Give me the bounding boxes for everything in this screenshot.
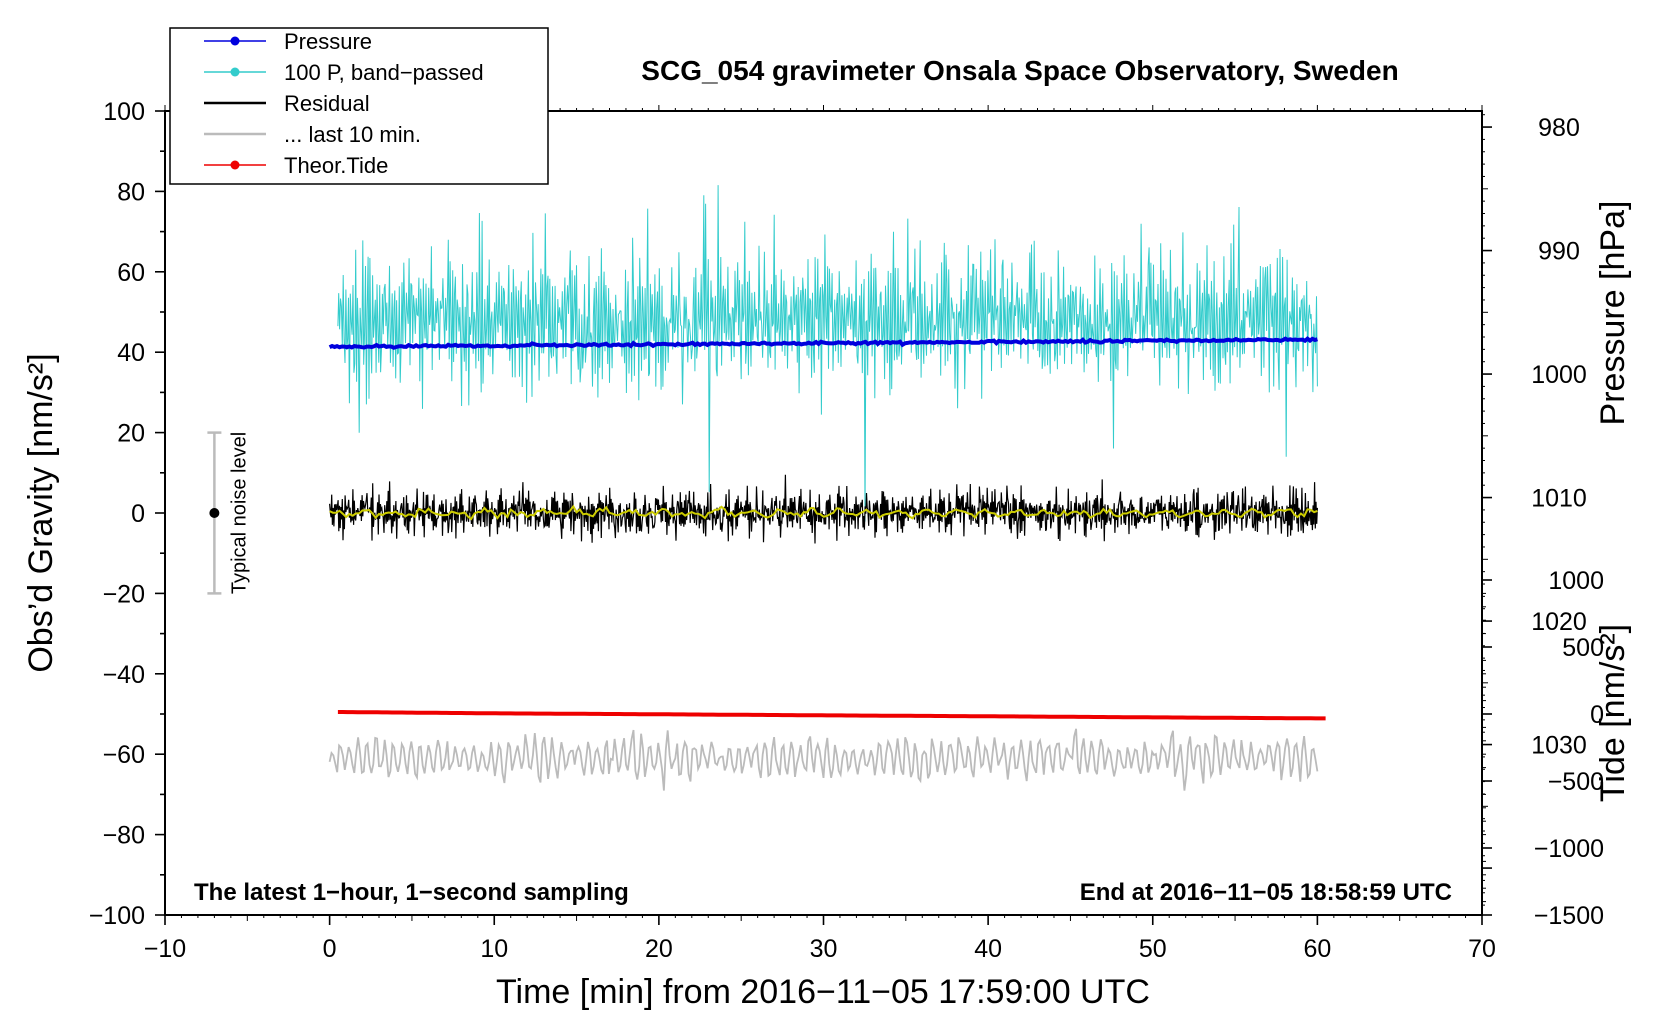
pressure-tick-label: 990 — [1538, 238, 1580, 266]
end-time-note: End at 2016−11−05 18:58:59 UTC — [1080, 879, 1452, 906]
x-tick-label: 60 — [1303, 935, 1331, 963]
x-axis-title: Time [min] from 2016−11−05 17:59:00 UTC — [496, 973, 1150, 1011]
y-axis-pressure: 1030 1020 1010 1000 990 980 — [1482, 114, 1587, 906]
legend-box — [169, 27, 549, 185]
x-axis: −10 0 10 20 30 40 50 60 70 — [144, 105, 1496, 963]
noise-level-indicator: Typical noise level — [207, 431, 250, 595]
y-tick-label: 40 — [117, 339, 145, 367]
legend-label: ... last 10 min. — [284, 122, 421, 147]
noise-level-label: Typical noise level — [228, 432, 250, 594]
y-tick-label: −60 — [103, 741, 145, 769]
pressure-tick-label: 980 — [1538, 114, 1580, 142]
y-tick-label: −40 — [103, 661, 145, 689]
y-tick-label: 0 — [131, 500, 145, 528]
tide-tick-label: 0 — [1590, 701, 1604, 729]
y-axis-tide-title: Tide [nm/s²] — [1594, 624, 1632, 802]
pressure-tick-label: 1030 — [1531, 732, 1587, 760]
y-tick-label: −20 — [103, 580, 145, 608]
sampling-note: The latest 1−hour, 1−second sampling — [194, 879, 629, 906]
x-tick-label: 20 — [645, 935, 673, 963]
tide-tick-label: −500 — [1548, 768, 1604, 796]
pressure-tick-label: 1010 — [1531, 485, 1587, 513]
residual-trace — [329, 474, 1318, 544]
y-axis-left: 100 80 60 40 20 0 −20 −40 −60 −80 −100 — [89, 98, 165, 930]
tide-tick-label: 1000 — [1548, 567, 1604, 595]
y-tick-label: −100 — [89, 902, 145, 930]
chart-title: SCG_054 gravimeter Onsala Space Observat… — [641, 55, 1398, 86]
y-tick-label: −80 — [103, 822, 145, 850]
x-tick-label: 0 — [323, 935, 337, 963]
legend-label: Pressure — [284, 29, 372, 54]
x-tick-label: 10 — [480, 935, 508, 963]
y-tick-label: 20 — [117, 420, 145, 448]
tide-tick-label: −1500 — [1534, 902, 1604, 930]
y-axis-left-title: Obs’d Gravity [nm/s²] — [22, 353, 60, 672]
pressure-tick-label: 1000 — [1531, 361, 1587, 389]
y-tick-label: 80 — [117, 178, 145, 206]
x-tick-label: −10 — [144, 935, 186, 963]
legend-marker — [230, 67, 240, 77]
legend-marker — [230, 160, 240, 170]
last-10-min-trace — [328, 728, 1319, 791]
legend-label: Theor.Tide — [284, 153, 388, 178]
x-tick-label: 30 — [810, 935, 838, 963]
legend-items: Pressure 100 P, band−passed Residual ... la… — [204, 29, 484, 178]
y-tick-label: 100 — [103, 98, 145, 126]
residual-smoothed-trace — [329, 504, 1318, 521]
y-axis-pressure-title: Pressure [hPa] — [1594, 201, 1632, 426]
y-tick-label: 60 — [117, 259, 145, 287]
noise-bar-point — [209, 508, 220, 518]
tide-trace — [337, 710, 1326, 721]
x-tick-label: 70 — [1468, 935, 1496, 963]
legend-label: 100 P, band−passed — [284, 60, 484, 85]
x-tick-label: 50 — [1139, 935, 1167, 963]
legend: Pressure 100 P, band−passed Residual ... la… — [169, 27, 549, 185]
y-axis-tide: 1000 500 0 −500 −1000 −1500 — [1482, 567, 1604, 930]
bandpassed-pressure-trace — [337, 185, 1318, 522]
tide-tick-label: −1000 — [1534, 835, 1604, 863]
pressure-tick-label: 1020 — [1531, 608, 1587, 636]
x-tick-label: 40 — [974, 935, 1002, 963]
tide-tick-label: 500 — [1562, 634, 1604, 662]
data-traces — [328, 185, 1326, 791]
legend-marker — [230, 36, 240, 46]
legend-label: Residual — [284, 91, 370, 116]
pressure-trace — [328, 336, 1319, 350]
